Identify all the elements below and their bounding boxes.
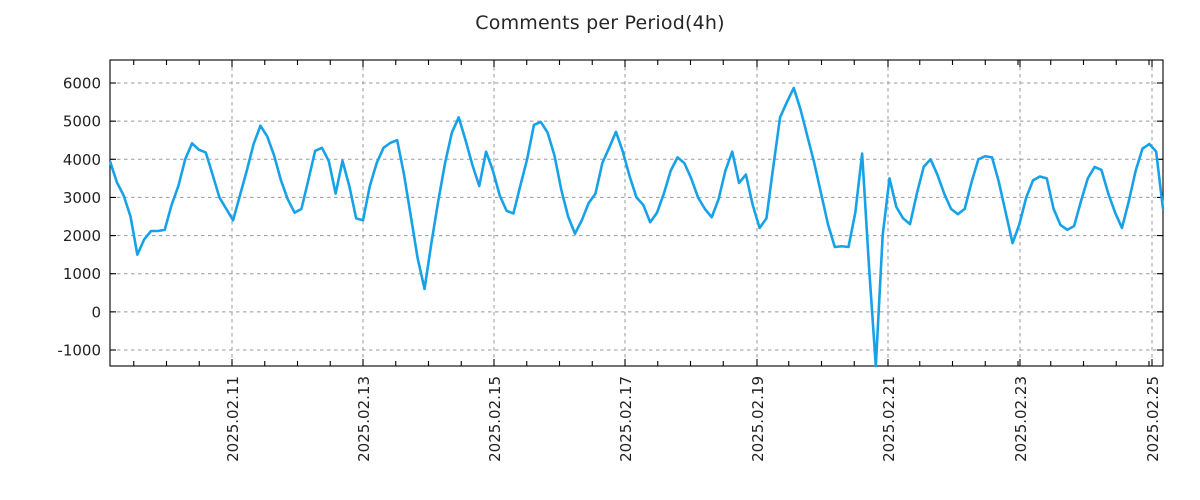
y-tick-label-group: -1000 0 1000 2000 3000 4000 5000 6000: [57, 75, 101, 360]
x-tick-label: 2025.02.11: [224, 376, 242, 462]
x-tick-label: 2025.02.13: [355, 376, 373, 462]
y-tick-label: -1000: [57, 342, 101, 360]
x-tick-label-group: 2025.02.11 2025.02.13 2025.02.15 2025.02.17…: [224, 376, 1162, 462]
gridline-group: [110, 60, 1163, 366]
y-tick-label: 3000: [63, 189, 101, 207]
x-tick-label: 2025.02.15: [486, 376, 504, 462]
data-series-line: [108, 86, 1165, 368]
y-tick-label: 4000: [63, 151, 101, 169]
y-tick-label: 0: [91, 303, 101, 321]
y-tick-label: 6000: [63, 75, 101, 93]
plot-frame: [109, 59, 1164, 367]
chart-title: Comments per Period(4h): [475, 12, 725, 34]
x-tick-label: 2025.02.23: [1012, 376, 1030, 462]
y-tick-label: 1000: [63, 265, 101, 283]
x-tick-label: 2025.02.19: [749, 376, 767, 462]
x-tick-label: 2025.02.25: [1144, 376, 1162, 462]
y-tick-label: 5000: [63, 113, 101, 131]
x-tick-group: [133, 60, 1153, 366]
y-tick-label: 2000: [63, 227, 101, 245]
x-tick-label: 2025.02.17: [617, 376, 635, 462]
y-tick-group: [110, 82, 1163, 351]
x-tick-label: 2025.02.21: [880, 376, 898, 462]
